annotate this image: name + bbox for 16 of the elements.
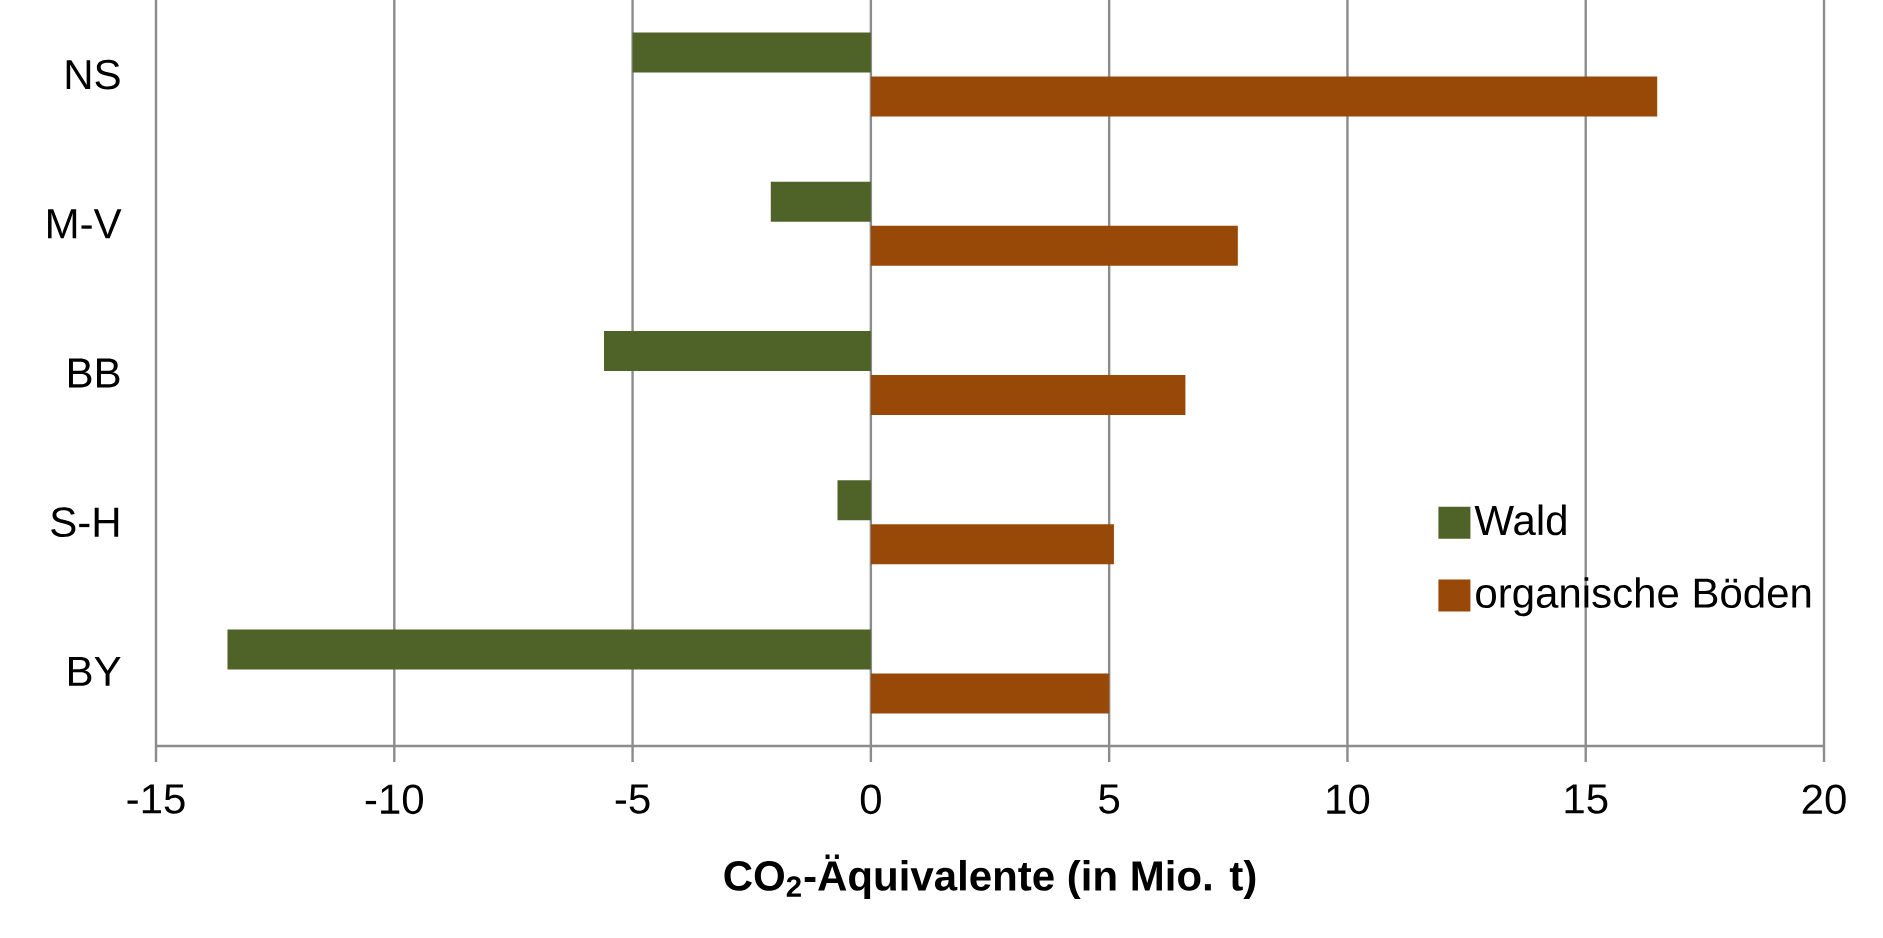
legend-label: Wald [1474,504,1566,536]
x-tick-label: 0 [860,784,881,815]
y-tick-label: M-V [48,209,122,239]
y-tick-label: BY [69,656,121,686]
x-tick-label: -5 [615,784,650,814]
x-tick-label: 10 [1327,784,1370,815]
x-axis-title: CO$_{2}$-Äquivalente (in Mio. t) [724,854,1256,900]
y-tick-label: S-H [51,507,119,538]
y-tick-label: NS [66,59,120,90]
legend-label: organische Böden [1476,577,1811,617]
x-tick-label: -10 [365,784,423,815]
x-tick-label: -15 [127,784,185,814]
x-tick-label: 20 [1802,784,1846,815]
y-tick-label: BB [69,358,120,388]
x-tick-label: 5 [1099,784,1120,814]
x-tick-label: 15 [1565,784,1608,814]
